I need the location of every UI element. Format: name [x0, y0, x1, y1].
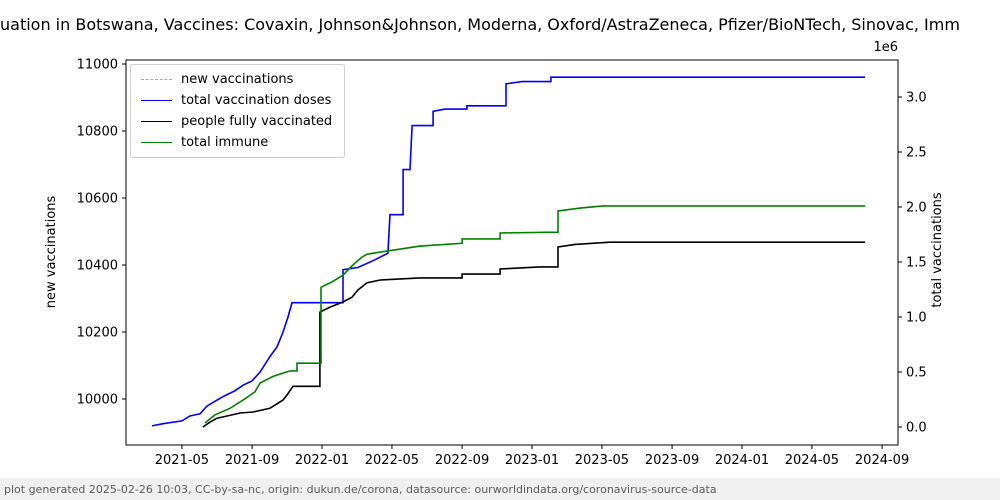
x-axis-ticks: 2021-05 2021-09 2022-01 2022-05 2022-09 2023-…: [155, 445, 909, 468]
legend-label: total vaccination doses: [181, 93, 332, 108]
legend-line-sample: [141, 100, 172, 101]
legend-line-sample: [141, 142, 172, 143]
svg-text:2021-05: 2021-05: [155, 453, 209, 468]
right-axis-ticks: 0.0 0.5 1.0 1.5 2.0 2.5 3.0: [898, 91, 927, 436]
svg-text:2.5: 2.5: [906, 146, 927, 161]
series-line-total-vaccination-doses: [151, 76, 866, 427]
chart-legend: new vaccinations total vaccination doses p…: [130, 64, 346, 158]
svg-text:2022-05: 2022-05: [365, 453, 419, 468]
legend-item-people-fully-vaccinated: people fully vaccinated: [141, 114, 332, 129]
svg-text:2024-01: 2024-01: [715, 453, 769, 468]
svg-text:0.5: 0.5: [906, 366, 927, 381]
svg-text:10800: 10800: [77, 125, 118, 140]
right-axis-label: total vaccinations: [930, 192, 945, 308]
chart-title: uation in Botswana, Vaccines: Covaxin, J…: [0, 15, 960, 34]
legend-item-new-vaccinations: new vaccinations: [141, 72, 332, 87]
series-line-people-fully-vaccinated: [202, 241, 866, 428]
legend-line-sample: [141, 121, 172, 122]
series-line-total-immune: [204, 205, 866, 424]
svg-text:2024-05: 2024-05: [785, 453, 839, 468]
svg-text:10600: 10600: [77, 192, 118, 207]
svg-text:2021-09: 2021-09: [225, 453, 279, 468]
svg-text:0.0: 0.0: [906, 421, 927, 436]
svg-text:3.0: 3.0: [906, 91, 927, 106]
svg-text:10200: 10200: [77, 326, 118, 341]
left-axis-ticks: 10000 10200 10400 10600 10800 11000: [77, 58, 126, 408]
svg-text:2023-09: 2023-09: [645, 453, 699, 468]
svg-text:10000: 10000: [77, 393, 118, 408]
left-axis-label: new vaccinations: [44, 196, 59, 309]
svg-text:10400: 10400: [77, 259, 118, 274]
legend-item-total-vaccination-doses: total vaccination doses: [141, 93, 332, 108]
svg-text:2024-09: 2024-09: [855, 453, 909, 468]
svg-text:2023-05: 2023-05: [575, 453, 629, 468]
svg-text:1.5: 1.5: [906, 256, 927, 271]
legend-line-sample: [141, 79, 172, 80]
svg-text:2022-09: 2022-09: [435, 453, 489, 468]
legend-label: total immune: [181, 135, 269, 150]
plot-border: [125, 59, 899, 446]
svg-text:2.0: 2.0: [906, 201, 927, 216]
legend-label: people fully vaccinated: [181, 114, 333, 129]
legend-label: new vaccinations: [181, 72, 294, 87]
svg-text:11000: 11000: [77, 58, 118, 73]
footer-bar: plot generated 2025-02-26 10:03, CC-by-s…: [0, 478, 1000, 500]
svg-text:2023-01: 2023-01: [505, 453, 559, 468]
right-axis-multiplier: 1e6: [873, 40, 898, 55]
svg-text:2022-01: 2022-01: [295, 453, 349, 468]
footer-credits: plot generated 2025-02-26 10:03, CC-by-s…: [4, 482, 717, 496]
svg-text:1.0: 1.0: [906, 311, 927, 326]
legend-item-total-immune: total immune: [141, 135, 332, 150]
